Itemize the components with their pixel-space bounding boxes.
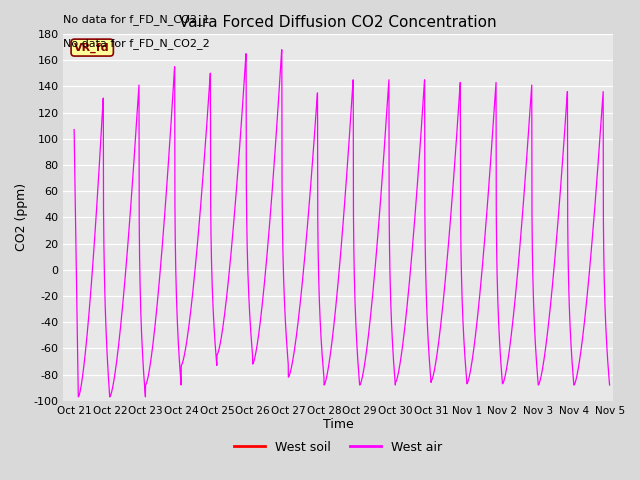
Text: No data for f_FD_N_CO2_2: No data for f_FD_N_CO2_2 xyxy=(63,38,210,49)
Text: VR_fd: VR_fd xyxy=(74,42,110,53)
Legend: West soil, West air: West soil, West air xyxy=(229,436,447,459)
X-axis label: Time: Time xyxy=(323,419,354,432)
Text: No data for f_FD_N_CO2_1: No data for f_FD_N_CO2_1 xyxy=(63,14,210,25)
Y-axis label: CO2 (ppm): CO2 (ppm) xyxy=(15,183,28,252)
Title: Vaira Forced Diffusion CO2 Concentration: Vaira Forced Diffusion CO2 Concentration xyxy=(179,15,497,30)
